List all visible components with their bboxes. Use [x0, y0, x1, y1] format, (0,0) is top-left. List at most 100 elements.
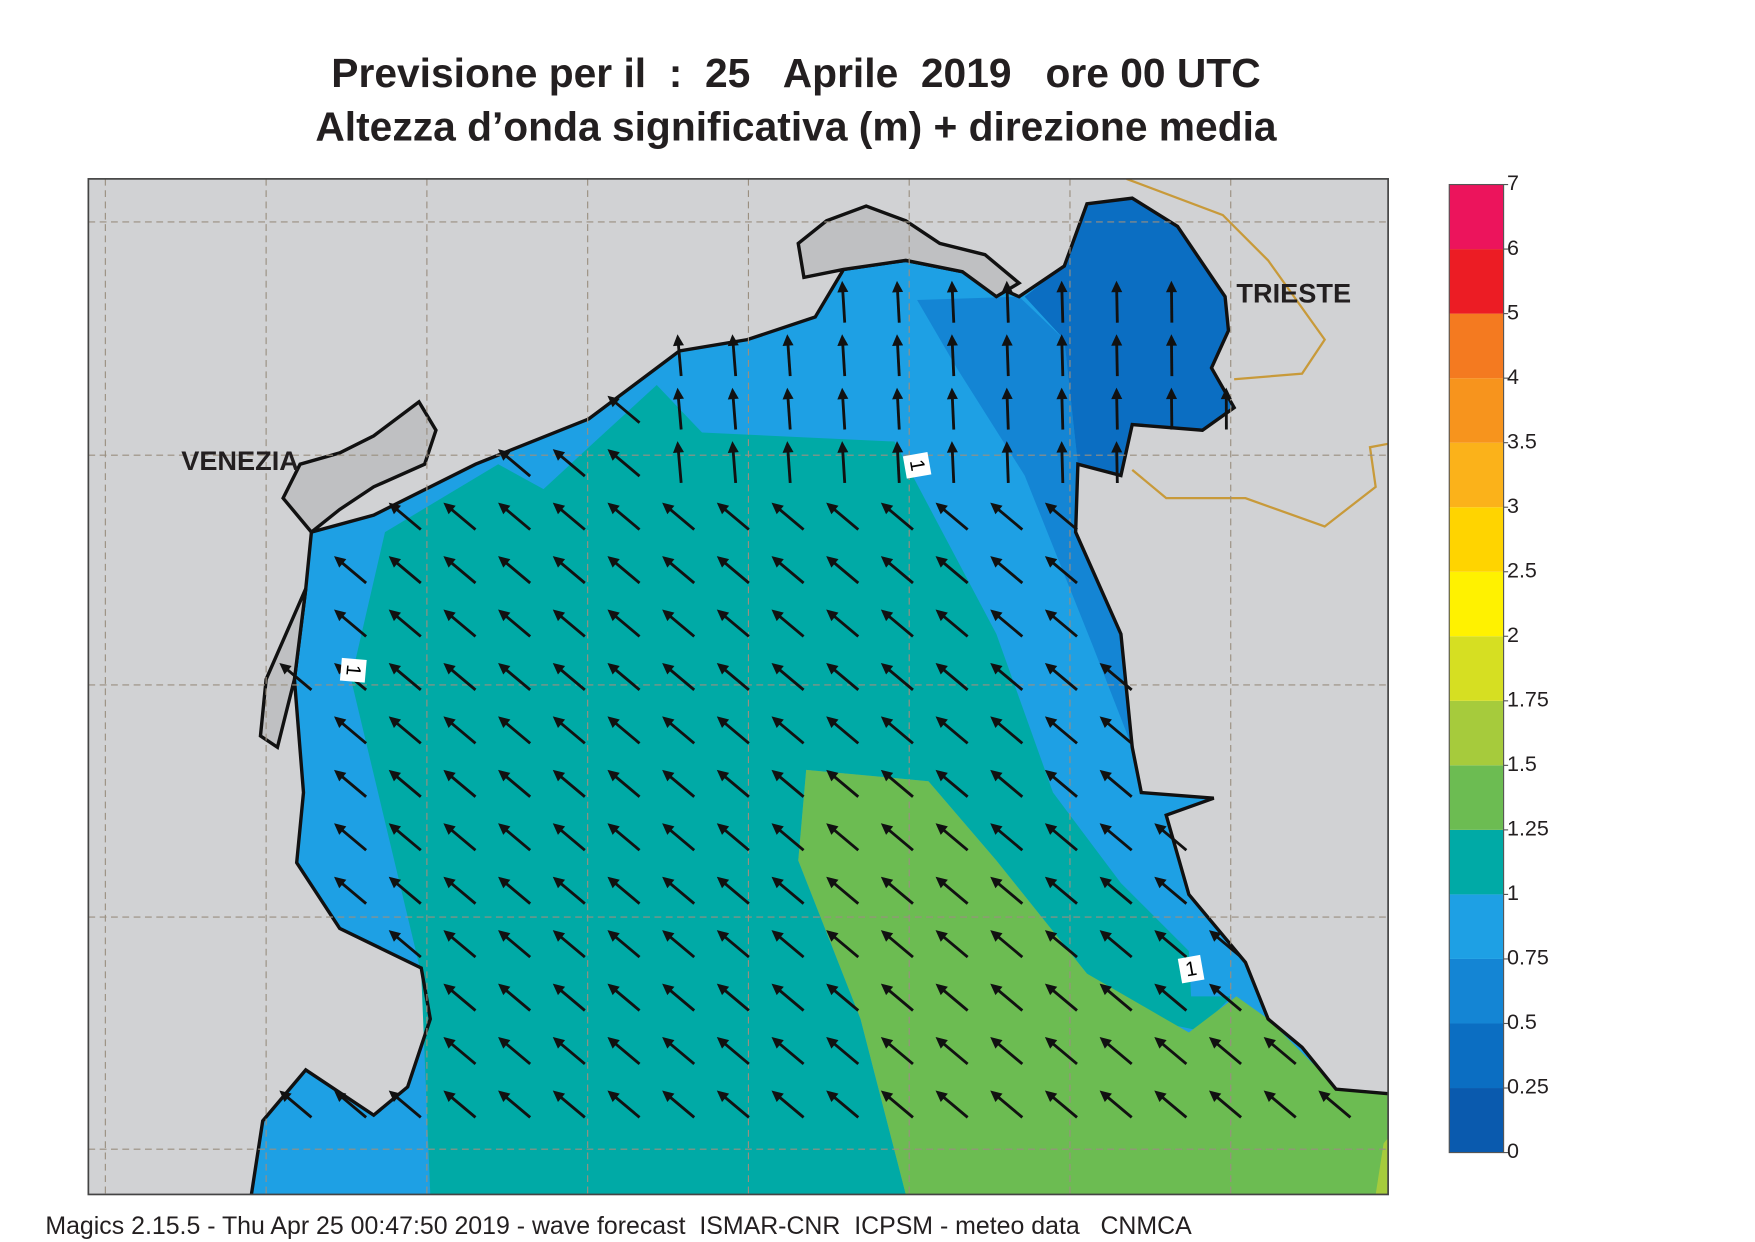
arrow-head [443, 769, 456, 782]
footer: Magics 2.15.5 - Thu Apr 25 00:47:50 2019… [45, 1212, 1192, 1240]
arrow-head [1099, 1090, 1112, 1103]
arrow-head [607, 930, 620, 942]
arrow-head [443, 983, 456, 996]
arrow-head [1111, 280, 1123, 293]
arrow-head [1044, 1090, 1058, 1103]
arrow-head [1099, 823, 1112, 835]
arrow-head [1001, 441, 1013, 453]
arrow-head [1099, 876, 1112, 889]
arrow-head [552, 662, 566, 675]
colorbar-band [1449, 313, 1504, 379]
arrow-head [935, 556, 948, 568]
arrow-head [498, 609, 511, 622]
arrow-head [673, 441, 684, 454]
arrow-head [498, 449, 511, 461]
arrow-head [334, 1090, 347, 1103]
arrow-head [1044, 930, 1058, 942]
arrow-head [1044, 823, 1058, 835]
arrow-head [673, 334, 684, 347]
arrow-head [727, 334, 739, 347]
arrow-head [334, 769, 347, 782]
arrow-head [552, 1090, 566, 1103]
arrow-head [771, 1090, 784, 1103]
arrow-head [552, 876, 566, 889]
colorbar: 0 0.25 0.5 0.75 1 1.25 1.5 1.75 2 2.5 3 3.5 4 5 6 7 [1448, 171, 1549, 1163]
arrow-head [826, 502, 839, 515]
arrow-head [1099, 1037, 1112, 1049]
arrow-head [1044, 769, 1058, 782]
arrow-head [607, 395, 620, 408]
arrow-head [716, 502, 730, 515]
arrow-head [1056, 387, 1068, 400]
arrow-head [388, 556, 402, 568]
arrow-head [935, 769, 948, 782]
arrow-head [935, 1037, 948, 1049]
arrow-head [1154, 930, 1167, 942]
arrow-head [935, 1090, 948, 1103]
arrow-head [443, 502, 456, 515]
arrow-head [1099, 716, 1112, 728]
arrow-head [552, 769, 566, 782]
arrow-head [279, 662, 292, 675]
place-label: VENEZIA [181, 445, 299, 476]
arrow-head [1111, 441, 1123, 453]
arrow-head [1154, 1037, 1167, 1049]
arrow-head [782, 441, 794, 453]
arrow-head [716, 876, 730, 889]
colorbar-band [1449, 765, 1504, 830]
arrow-head [607, 1037, 620, 1049]
colorbar-tick-label: 7 [1507, 171, 1519, 195]
colorbar-tick-label: 1.5 [1507, 752, 1537, 776]
arrow-head [443, 556, 456, 568]
contour-label-text: 1 [1184, 958, 1199, 982]
arrow-head [716, 609, 730, 622]
arrow-head [388, 823, 402, 835]
arrow-head [1001, 280, 1013, 293]
arrow-head [388, 662, 402, 675]
arrow-head [662, 1037, 675, 1049]
arrow-head [935, 609, 948, 622]
arrow-head [498, 662, 511, 675]
colorbar-tick-label: 2.5 [1507, 558, 1537, 582]
arrow-head [1044, 983, 1058, 996]
wave-region [1024, 198, 1235, 476]
colorbar-tick-label: 0.25 [1507, 1075, 1549, 1099]
arrow-head [443, 716, 456, 728]
colorbar-tick-label: 1.75 [1507, 688, 1549, 712]
arrow-head [716, 769, 730, 782]
arrow-head [662, 502, 675, 515]
arrow-head [892, 387, 904, 400]
contour-label-text: 1 [341, 664, 364, 677]
arrow-head [1044, 609, 1058, 622]
arrow-head [552, 716, 566, 728]
arrow-head [552, 930, 566, 942]
arrow-head [1001, 334, 1013, 346]
wave-region [798, 769, 1389, 1195]
arrow-head [990, 876, 1003, 889]
arrow-head [1220, 387, 1232, 400]
arrow-head [443, 662, 456, 675]
arrow-head [771, 556, 784, 568]
colorbar-tick-label: 0 [1507, 1139, 1519, 1163]
arrow-head [1044, 1037, 1058, 1049]
arrow-head [826, 876, 839, 889]
arrow-head [880, 1090, 894, 1103]
arrow-head [771, 823, 784, 835]
arrow-head [892, 280, 904, 293]
arrow-head [880, 823, 894, 835]
arrow-head [990, 556, 1003, 568]
arrow-head [552, 823, 566, 835]
map [88, 178, 1389, 1195]
arrow-head [443, 876, 456, 889]
contour-label-text: 1 [905, 458, 929, 473]
colorbar-tick-label: 2 [1507, 623, 1519, 647]
arrow-head [1154, 1090, 1167, 1103]
arrow-head [716, 716, 730, 728]
arrow-head [880, 662, 894, 675]
arrow-head [552, 556, 566, 568]
arrow-head [990, 662, 1003, 675]
arrow-head [1154, 876, 1167, 889]
arrow-head [1001, 387, 1013, 400]
arrow-head [279, 1090, 292, 1103]
arrow-head [826, 609, 839, 622]
